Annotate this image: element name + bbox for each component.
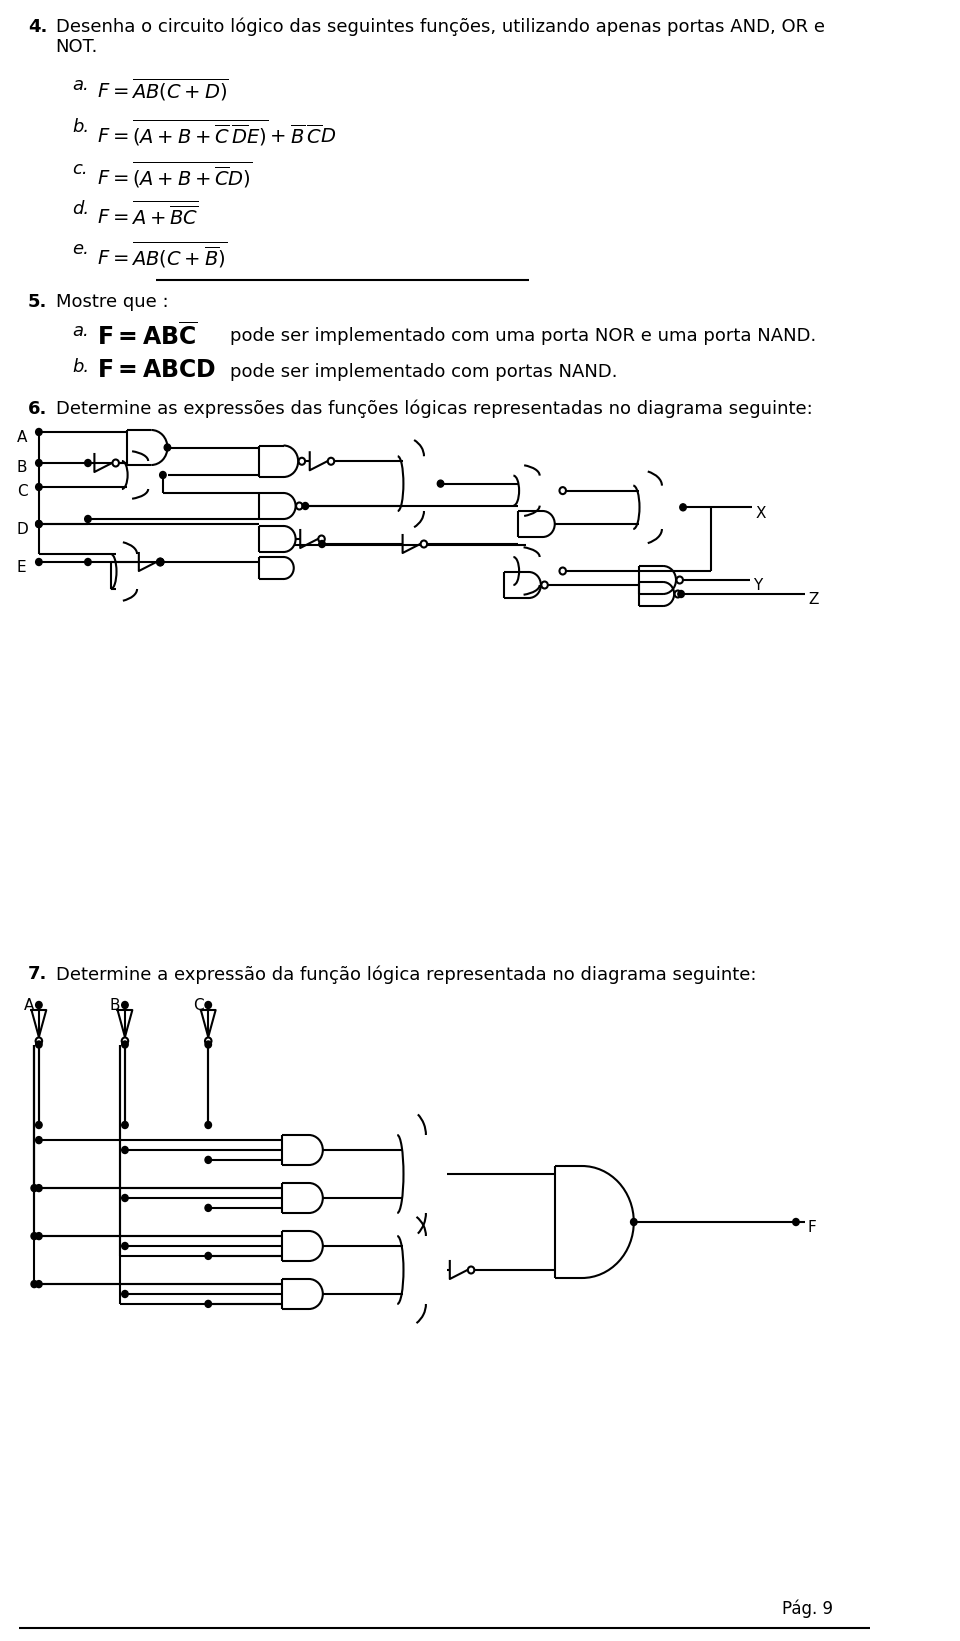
Circle shape: [36, 484, 42, 491]
Text: Determine a expressão da função lógica representada no diagrama seguinte:: Determine a expressão da função lógica r…: [56, 965, 756, 983]
Circle shape: [159, 471, 166, 479]
Circle shape: [122, 1242, 129, 1249]
Circle shape: [84, 459, 91, 466]
Circle shape: [36, 1232, 42, 1239]
Text: 6.: 6.: [28, 400, 47, 418]
Circle shape: [84, 558, 91, 566]
Text: Y: Y: [753, 579, 762, 594]
Circle shape: [302, 502, 308, 509]
Text: b.: b.: [72, 118, 89, 136]
Circle shape: [31, 1185, 37, 1191]
Text: A: A: [24, 998, 35, 1012]
Circle shape: [677, 576, 683, 584]
Circle shape: [36, 1037, 42, 1045]
Circle shape: [319, 535, 324, 543]
Circle shape: [205, 1001, 211, 1009]
Circle shape: [675, 591, 681, 597]
Circle shape: [112, 459, 119, 466]
Circle shape: [327, 458, 334, 464]
Text: 7.: 7.: [28, 965, 47, 983]
Text: pode ser implementado com uma porta NOR e uma porta NAND.: pode ser implementado com uma porta NOR …: [229, 327, 816, 345]
Text: d.: d.: [72, 200, 89, 218]
Text: $F = \overline{AB(C+D)}$: $F = \overline{AB(C+D)}$: [97, 75, 228, 103]
Circle shape: [299, 458, 305, 464]
Text: B: B: [109, 998, 120, 1012]
Circle shape: [680, 504, 686, 510]
Text: X: X: [756, 505, 766, 520]
Text: F: F: [808, 1221, 817, 1236]
Circle shape: [31, 1280, 37, 1288]
Circle shape: [36, 558, 42, 566]
Circle shape: [122, 1121, 129, 1129]
Circle shape: [164, 445, 171, 451]
Circle shape: [122, 1147, 129, 1154]
Text: Z: Z: [808, 592, 818, 607]
Circle shape: [122, 1037, 129, 1045]
Circle shape: [36, 520, 42, 527]
Circle shape: [157, 558, 164, 566]
Text: $F = \overline{A+\overline{BC}}$: $F = \overline{A+\overline{BC}}$: [97, 200, 199, 230]
Circle shape: [156, 558, 163, 566]
Text: 5.: 5.: [28, 294, 47, 312]
Circle shape: [205, 1037, 211, 1045]
Text: pode ser implementado com portas NAND.: pode ser implementado com portas NAND.: [229, 363, 617, 381]
Text: $\mathbf{F{=}ABCD}$: $\mathbf{F{=}ABCD}$: [97, 358, 216, 382]
Circle shape: [631, 1219, 637, 1226]
Circle shape: [36, 1280, 42, 1288]
Circle shape: [122, 1195, 129, 1201]
Circle shape: [157, 558, 164, 566]
Text: B: B: [16, 461, 27, 476]
Circle shape: [205, 1121, 211, 1129]
Text: Pág. 9: Pág. 9: [782, 1600, 833, 1618]
Circle shape: [36, 1137, 42, 1144]
Text: Determine as expressões das funções lógicas representadas no diagrama seguinte:: Determine as expressões das funções lógi…: [56, 400, 812, 418]
Text: a.: a.: [72, 75, 89, 94]
Text: $\mathbf{F{=}AB\overline{C}}$: $\mathbf{F{=}AB\overline{C}}$: [97, 322, 198, 350]
Circle shape: [205, 1204, 211, 1211]
Text: $F = \overline{(A+B+\overline{C}\,\overline{D}E)}+\overline{B}\,\overline{C}D$: $F = \overline{(A+B+\overline{C}\,\overl…: [97, 118, 336, 148]
Circle shape: [438, 481, 444, 487]
Text: E: E: [16, 560, 26, 574]
Circle shape: [420, 540, 427, 548]
Circle shape: [36, 428, 42, 435]
Circle shape: [205, 1300, 211, 1308]
Circle shape: [205, 1157, 211, 1163]
Circle shape: [122, 1040, 129, 1049]
Circle shape: [36, 1185, 42, 1191]
Text: $F = \overline{AB(C+\overline{B})}$: $F = \overline{AB(C+\overline{B})}$: [97, 240, 228, 271]
Text: C: C: [193, 998, 204, 1012]
Circle shape: [36, 1001, 42, 1009]
Text: a.: a.: [72, 322, 89, 340]
Circle shape: [36, 1121, 42, 1129]
Circle shape: [36, 1040, 42, 1049]
Circle shape: [793, 1219, 799, 1226]
Text: $F = \overline{(A+B+\overline{C}D)}$: $F = \overline{(A+B+\overline{C}D)}$: [97, 161, 252, 190]
Text: C: C: [16, 484, 27, 499]
Circle shape: [678, 591, 684, 597]
Circle shape: [36, 459, 42, 466]
Circle shape: [560, 568, 566, 574]
Circle shape: [541, 581, 548, 589]
Text: b.: b.: [72, 358, 89, 376]
Circle shape: [31, 1232, 37, 1239]
Circle shape: [205, 1252, 211, 1259]
Text: D: D: [16, 522, 29, 537]
Circle shape: [84, 515, 91, 522]
Circle shape: [36, 520, 42, 527]
Circle shape: [296, 502, 302, 509]
Text: Desenha o circuito lógico das seguintes funções, utilizando apenas portas AND, O: Desenha o circuito lógico das seguintes …: [56, 18, 825, 36]
Text: A: A: [16, 430, 27, 445]
Text: e.: e.: [72, 240, 89, 258]
Circle shape: [205, 1040, 211, 1049]
Circle shape: [122, 1001, 129, 1009]
Circle shape: [122, 1290, 129, 1298]
Circle shape: [560, 487, 566, 494]
Text: c.: c.: [72, 161, 87, 177]
Text: Mostre que :: Mostre que :: [56, 294, 168, 312]
Circle shape: [468, 1267, 474, 1273]
Text: NOT.: NOT.: [56, 38, 98, 56]
Circle shape: [319, 540, 325, 548]
Text: 4.: 4.: [28, 18, 47, 36]
